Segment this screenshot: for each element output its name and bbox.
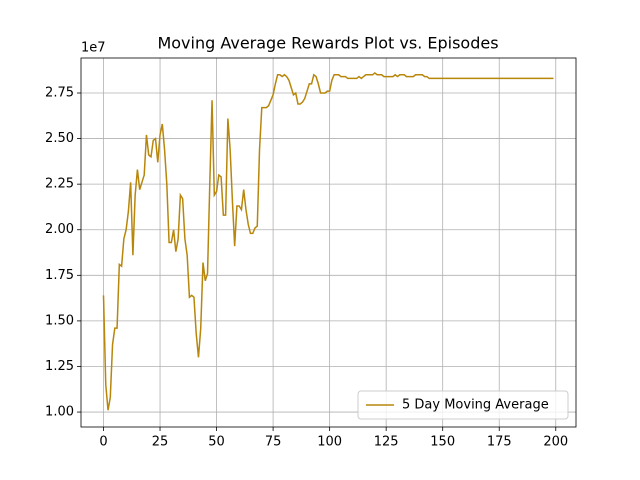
x-tick-label: 100 (317, 435, 342, 450)
y-tick-label: 1.25 (45, 359, 74, 374)
chart-title: Moving Average Rewards Plot vs. Episodes (157, 34, 498, 53)
y-tick-label: 1.50 (45, 313, 74, 328)
x-tick-label: 50 (208, 435, 225, 450)
y-tick-label: 1.75 (45, 268, 74, 283)
x-tick-label: 125 (374, 435, 399, 450)
y-tick-label: 2.50 (45, 131, 74, 146)
x-tick-label: 0 (99, 435, 107, 450)
y-tick-label: 2.75 (45, 86, 74, 101)
x-tick-label: 175 (487, 435, 512, 450)
y-tick-label: 2.25 (45, 177, 74, 192)
x-tick-label: 150 (430, 435, 455, 450)
y-offset-label: 1e7 (81, 41, 106, 56)
x-tick-label: 200 (543, 435, 568, 450)
legend-label: 5 Day Moving Average (402, 398, 549, 413)
y-tick-label: 1.00 (45, 405, 74, 420)
x-tick-label: 75 (265, 435, 282, 450)
y-tick-label: 2.00 (45, 222, 74, 237)
data-line (102, 71, 554, 411)
axes-frame (80, 57, 577, 428)
legend-box (357, 390, 569, 420)
x-tick-label: 25 (152, 435, 169, 450)
